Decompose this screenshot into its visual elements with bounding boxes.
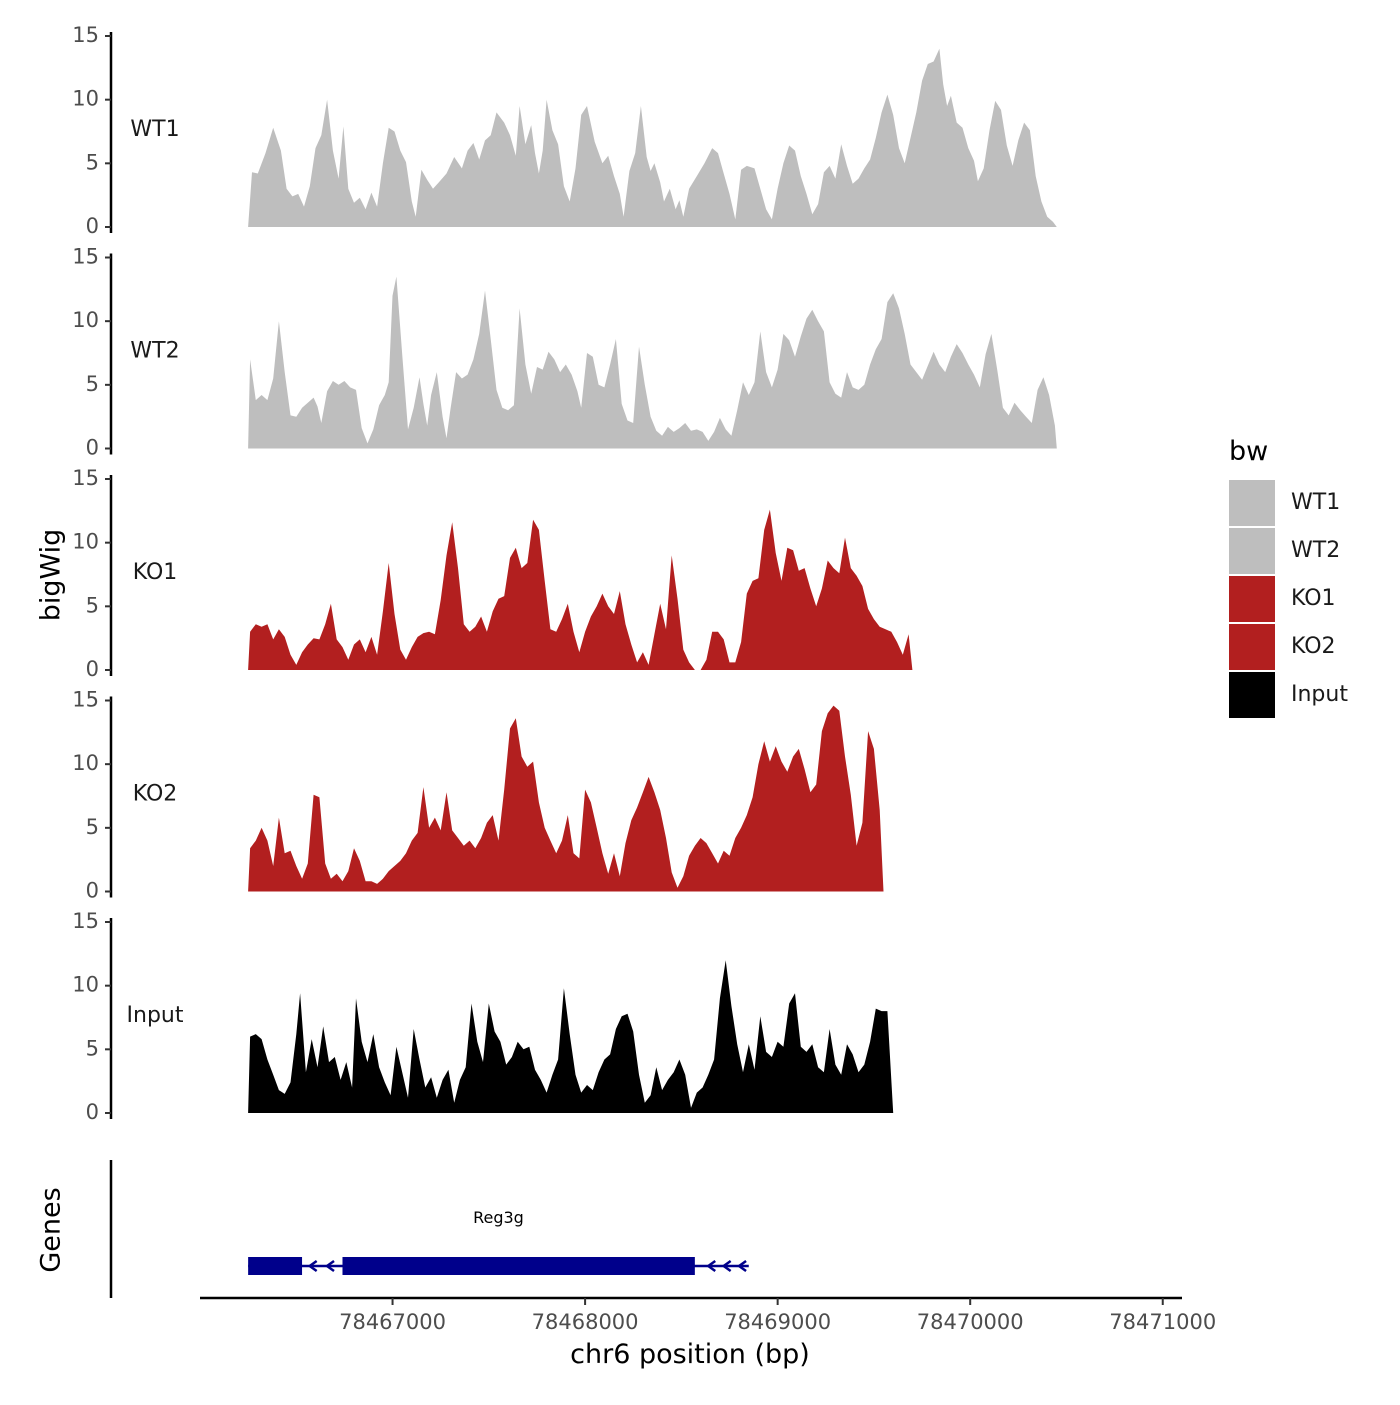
y-tick-label-input-15: 15 xyxy=(72,909,99,933)
legend-label-ko2: KO2 xyxy=(1291,634,1336,659)
gene-exon-1 xyxy=(248,1257,303,1275)
legend-title: bw xyxy=(1229,436,1268,467)
gene-track-ylabel: Genes xyxy=(36,1187,67,1272)
y-tick-label-ko2-5: 5 xyxy=(86,815,99,839)
area-wt2 xyxy=(248,276,1057,449)
y-tick-label-ko2-0: 0 xyxy=(86,879,99,903)
area-input xyxy=(248,960,894,1113)
x-tick-label-78470000: 78470000 xyxy=(917,1310,1024,1334)
y-tick-label-input-0: 0 xyxy=(86,1100,99,1124)
x-ticks: 78467000 78468000 78469000 78470000 78471000 xyxy=(339,1298,1216,1334)
track-wt2: 0 5 10 15 WT2 xyxy=(72,245,1057,460)
track-ko2: 0 5 10 15 KO2 xyxy=(72,688,884,903)
strand-arrow-5 xyxy=(736,1259,747,1273)
y-tick-label-wt1-10: 10 xyxy=(72,87,99,111)
gene-exon-2 xyxy=(342,1257,695,1275)
area-ko2 xyxy=(248,705,884,892)
track-label-ko1: KO1 xyxy=(133,560,178,585)
gene-strand-arrows xyxy=(307,1259,747,1273)
track-input: 0 5 10 15 Input xyxy=(72,909,894,1124)
tracks: 0 5 10 15 WT1 0 5 10 15 WT2 0 5 10 15 KO1 0 5 10 15 KO2 0 5 10… xyxy=(72,23,1057,1124)
track-label-ko2: KO2 xyxy=(133,782,178,807)
y-tick-label-wt1-0: 0 xyxy=(86,214,99,238)
y-tick-label-wt2-15: 15 xyxy=(72,245,99,269)
legend-swatch-input xyxy=(1229,672,1275,718)
x-axis-title: chr6 position (bp) xyxy=(570,1339,810,1370)
x-tick-label-78467000: 78467000 xyxy=(339,1310,446,1334)
x-tick-label-78471000: 78471000 xyxy=(1109,1310,1216,1334)
strand-arrow-4 xyxy=(721,1259,732,1273)
area-wt1 xyxy=(248,48,1057,228)
area-ko1 xyxy=(248,509,913,670)
y-tick-label-wt2-10: 10 xyxy=(72,308,99,332)
gene-label: Reg3g xyxy=(473,1208,524,1227)
y-tick-label-wt1-5: 5 xyxy=(86,150,99,174)
y-tick-label-ko1-0: 0 xyxy=(86,657,99,681)
y-tick-label-wt2-5: 5 xyxy=(86,372,99,396)
track-label-input: Input xyxy=(127,1003,184,1028)
track-label-wt2: WT2 xyxy=(130,339,179,364)
legend-swatch-wt2 xyxy=(1229,528,1275,574)
track-wt1: 0 5 10 15 WT1 xyxy=(72,23,1057,238)
y-tick-label-wt1-15: 15 xyxy=(72,23,99,47)
legend-label-input: Input xyxy=(1291,682,1348,707)
x-tick-label-78469000: 78469000 xyxy=(724,1310,831,1334)
track-label-wt1: WT1 xyxy=(130,117,179,142)
y-tick-label-input-10: 10 xyxy=(72,973,99,997)
legend-label-wt2: WT2 xyxy=(1291,538,1340,563)
y-tick-label-ko1-15: 15 xyxy=(72,466,99,490)
track-ko1: 0 5 10 15 KO1 xyxy=(72,466,913,681)
y-tick-label-input-5: 5 xyxy=(86,1036,99,1060)
legend-swatch-wt1 xyxy=(1229,480,1275,526)
legend-swatch-ko1 xyxy=(1229,576,1275,622)
legend: bw WT1 WT2 KO1 KO2 Input xyxy=(1229,436,1348,718)
gene-exons xyxy=(248,1257,695,1275)
y-axis-title: bigWig xyxy=(36,529,67,622)
strand-arrow-3 xyxy=(706,1259,716,1273)
y-tick-label-ko2-15: 15 xyxy=(72,688,99,712)
y-tick-label-ko1-5: 5 xyxy=(86,593,99,617)
strand-arrow-2 xyxy=(324,1259,335,1273)
x-tick-label-78468000: 78468000 xyxy=(532,1310,639,1334)
gene-track: Genes Reg3g xyxy=(36,1160,749,1298)
legend-entries: WT1 WT2 KO1 KO2 Input xyxy=(1229,480,1348,718)
y-tick-label-ko2-10: 10 xyxy=(72,751,99,775)
legend-label-ko1: KO1 xyxy=(1291,586,1336,611)
y-tick-label-ko1-10: 10 xyxy=(72,530,99,554)
x-axis: 78467000 78468000 78469000 78470000 78471000… xyxy=(200,1296,1216,1370)
legend-swatch-ko2 xyxy=(1229,624,1275,670)
strand-arrow-1 xyxy=(307,1259,318,1273)
legend-label-wt1: WT1 xyxy=(1291,490,1340,515)
y-tick-label-wt2-0: 0 xyxy=(86,436,99,460)
